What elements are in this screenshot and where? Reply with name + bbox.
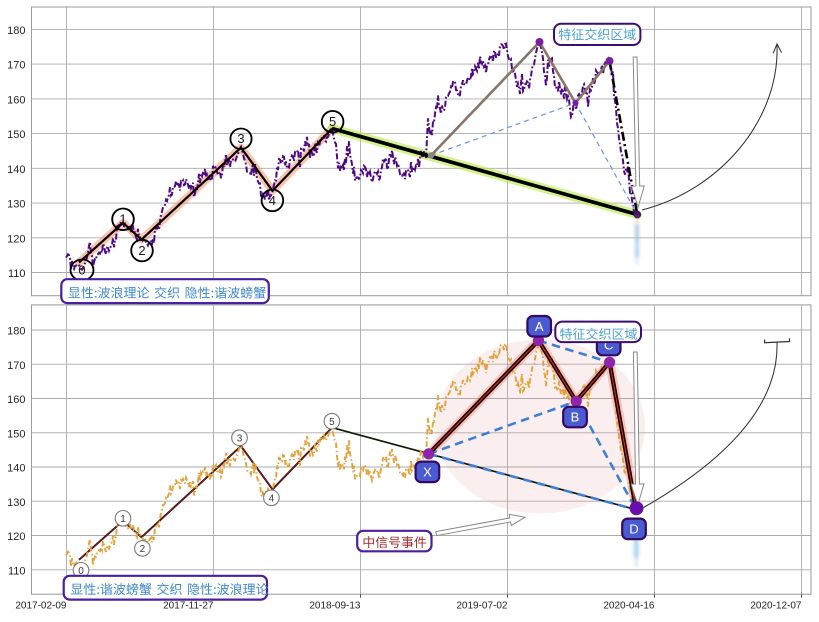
svg-text:110: 110 (8, 565, 26, 577)
svg-text:180: 180 (7, 326, 25, 338)
svg-text:180: 180 (7, 25, 25, 37)
svg-text:130: 130 (7, 497, 25, 509)
svg-text:150: 150 (7, 428, 25, 440)
svg-text:140: 140 (7, 164, 25, 176)
svg-text:2018-09-13: 2018-09-13 (309, 601, 361, 612)
svg-text:160: 160 (7, 95, 25, 107)
svg-text:120: 120 (7, 531, 25, 543)
svg-text:1: 1 (119, 212, 126, 227)
svg-text:3: 3 (237, 433, 243, 444)
svg-text:5: 5 (329, 114, 336, 129)
svg-text:2020-04-16: 2020-04-16 (603, 601, 655, 612)
svg-text:2: 2 (140, 544, 146, 555)
svg-text:2017-02-09: 2017-02-09 (15, 601, 67, 612)
svg-text:2017-11-27: 2017-11-27 (163, 601, 214, 612)
svg-text:X: X (423, 464, 432, 479)
svg-text:0: 0 (78, 262, 85, 277)
svg-text:170: 170 (7, 60, 25, 72)
svg-text:120: 120 (7, 233, 25, 245)
svg-text:3: 3 (237, 131, 244, 146)
svg-text:D: D (629, 521, 638, 536)
svg-text:4: 4 (269, 493, 275, 504)
svg-text:130: 130 (7, 199, 25, 211)
svg-text:A: A (535, 319, 544, 334)
svg-text:2019-07-02: 2019-07-02 (456, 601, 508, 612)
svg-text:160: 160 (7, 394, 25, 406)
svg-text:2: 2 (138, 243, 145, 258)
svg-text:1: 1 (120, 514, 126, 525)
svg-text:110: 110 (8, 268, 26, 280)
svg-text:B: B (571, 410, 580, 425)
svg-text:2020-12-07: 2020-12-07 (750, 601, 802, 612)
svg-text:5: 5 (329, 417, 335, 428)
svg-text:150: 150 (7, 129, 25, 141)
svg-text:140: 140 (7, 463, 25, 475)
svg-text:C: C (604, 338, 613, 353)
svg-text:170: 170 (7, 360, 25, 372)
svg-text:0: 0 (78, 566, 84, 577)
svg-text:4: 4 (269, 193, 276, 208)
